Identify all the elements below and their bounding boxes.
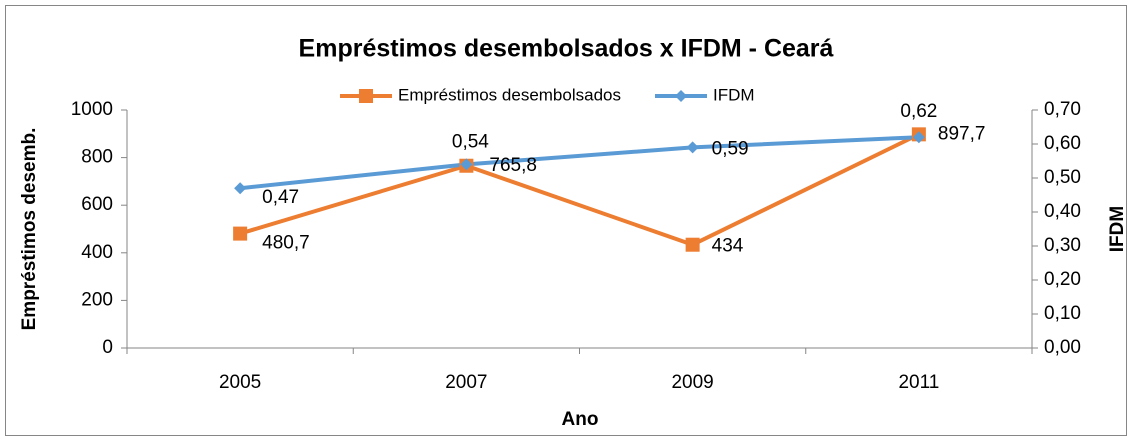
series-marker [460, 158, 473, 171]
legend-label: Empréstimos desembolsados [398, 85, 621, 104]
y-tick-label: 800 [81, 147, 113, 168]
y2-tick-label: 0,50 [1044, 167, 1081, 188]
y2-tick-label: 0,30 [1044, 235, 1081, 256]
y2-tick-label: 0,40 [1044, 201, 1081, 222]
y-tick-label: 0 [102, 337, 113, 358]
data-label: 0,62 [900, 101, 937, 122]
series-marker [234, 182, 247, 195]
data-label: 434 [712, 236, 744, 257]
y-tick-label: 1000 [71, 99, 113, 120]
x-tick-label: 2009 [671, 372, 713, 393]
y2-axis-title: IFDM [1107, 206, 1128, 252]
data-label: 765,8 [489, 155, 537, 176]
data-label: 480,7 [262, 233, 310, 254]
series-marker [233, 226, 248, 241]
x-axis-title: Ano [562, 409, 599, 430]
series-line [239, 132, 920, 247]
series-line [239, 135, 919, 191]
series-marker [685, 237, 700, 252]
y-tick-label: 400 [81, 242, 113, 263]
x-tick-label: 2005 [219, 372, 261, 393]
legend-label: IFDM [713, 85, 755, 104]
y-tick-label: 200 [81, 289, 113, 310]
chart-title: Empréstimos desembolsados x IFDM - Ceará [299, 35, 834, 63]
y-tick-label: 600 [81, 194, 113, 215]
y-axis-title: Empréstimos desemb. [19, 128, 40, 331]
y2-tick-label: 0,70 [1044, 99, 1081, 120]
data-label: 897,7 [938, 123, 986, 144]
y2-tick-label: 0,10 [1044, 303, 1081, 324]
chart-border [5, 5, 1127, 436]
data-label: 0,59 [712, 138, 749, 159]
series-marker [686, 141, 699, 154]
x-tick-label: 2007 [445, 372, 487, 393]
y2-tick-label: 0,20 [1044, 269, 1081, 290]
x-tick-label: 2011 [898, 372, 939, 393]
y2-tick-label: 0,00 [1044, 337, 1081, 358]
data-label: 0,54 [452, 131, 489, 152]
series-marker [912, 131, 925, 144]
legend-marker [675, 90, 687, 102]
data-label: 0,47 [262, 187, 299, 208]
legend-marker [359, 89, 373, 103]
y2-tick-label: 0,60 [1044, 133, 1081, 154]
